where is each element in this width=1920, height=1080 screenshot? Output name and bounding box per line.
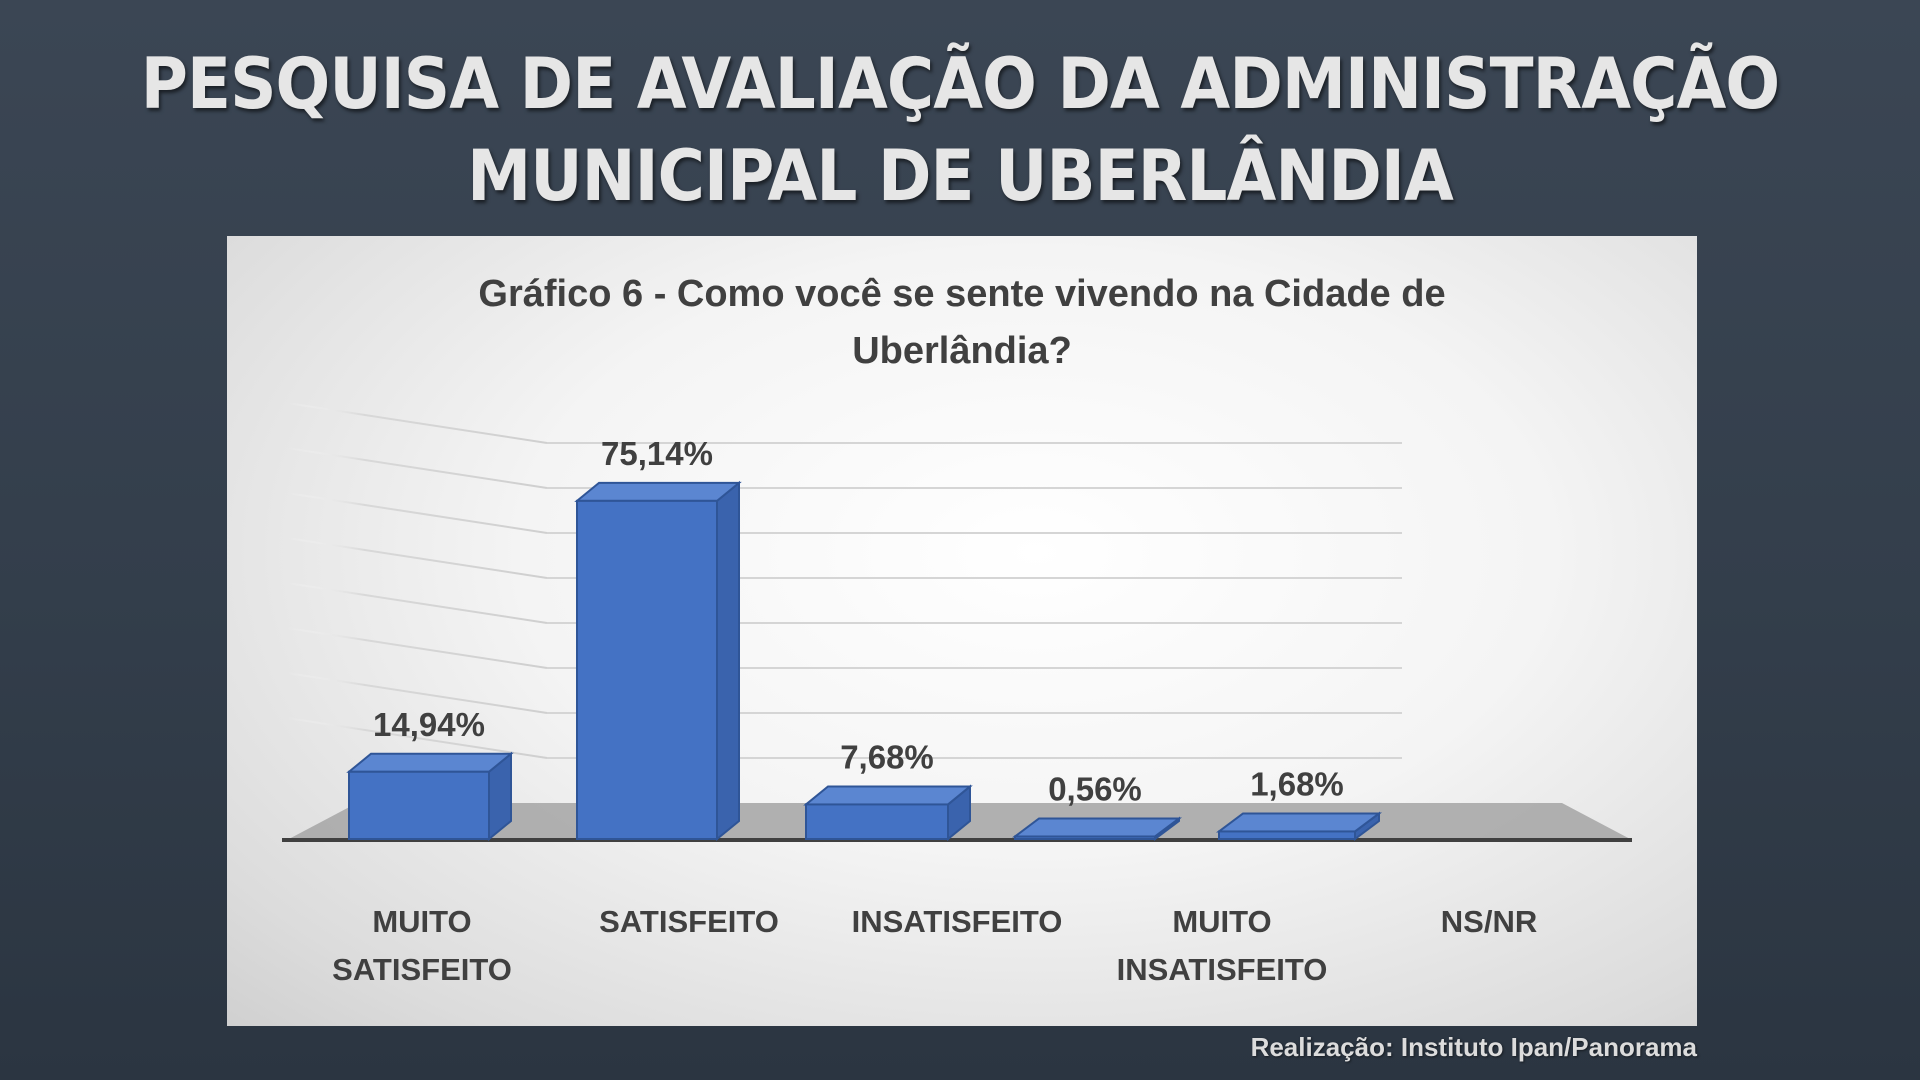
chart-title-line-1: Gráfico 6 - Como você se sente vivendo n… [478,273,1446,315]
gridline-left [286,402,548,444]
gridline-left [286,717,548,759]
x-tick-label: NS/NR [1441,904,1537,939]
x-tick-label: SATISFEITO [599,904,779,939]
bar-chart: 14,94% MUITO SATISFEITO 75,14% SATISFEITO 7,6… [282,402,1632,987]
bar-top [1012,817,1182,838]
data-label: 7,68% [840,738,934,775]
bar-top [803,785,973,806]
headline-line-2: MUNICIPAL DE UBERLÂNDIA [467,135,1454,217]
x-tick-label: MUITO [1172,904,1271,939]
x-tick-label: INSATISFEITO [1117,952,1328,987]
bar [1014,835,1156,840]
data-label: 0,56% [1048,770,1142,807]
gridline-left [286,627,548,669]
data-label: 75,14% [601,435,713,472]
bar-side [716,480,740,842]
chart-title-line-2: Uberlândia? [852,330,1072,372]
data-label: 14,94% [373,706,485,743]
bar [576,499,718,840]
chart-panel: Gráfico 6 - Como você se sente vivendo n… [227,236,1697,1026]
bar [805,803,949,841]
bar-top [574,481,742,502]
gridline-left [286,447,548,489]
gridline-left [286,672,548,714]
bar-top [346,752,514,773]
data-label: 1,68% [1250,765,1344,802]
x-tick-label: SATISFEITO [332,952,512,987]
bar-top [1216,812,1382,833]
bar [1218,830,1356,841]
x-tick-label: MUITO [372,904,471,939]
gridline-left [286,582,548,624]
headline-line-1: PESQUISA DE AVALIAÇÃO DA ADMINISTRAÇÃO [140,43,1780,125]
bar [348,770,490,841]
x-tick-label: INSATISFEITO [852,904,1063,939]
chart-title: Gráfico 6 - Como você se sente vivendo n… [227,266,1697,380]
gridline-left [286,537,548,579]
credit-text: Realização: Instituto Ipan/Panorama [1250,1032,1697,1062]
gridline-left [286,492,548,534]
